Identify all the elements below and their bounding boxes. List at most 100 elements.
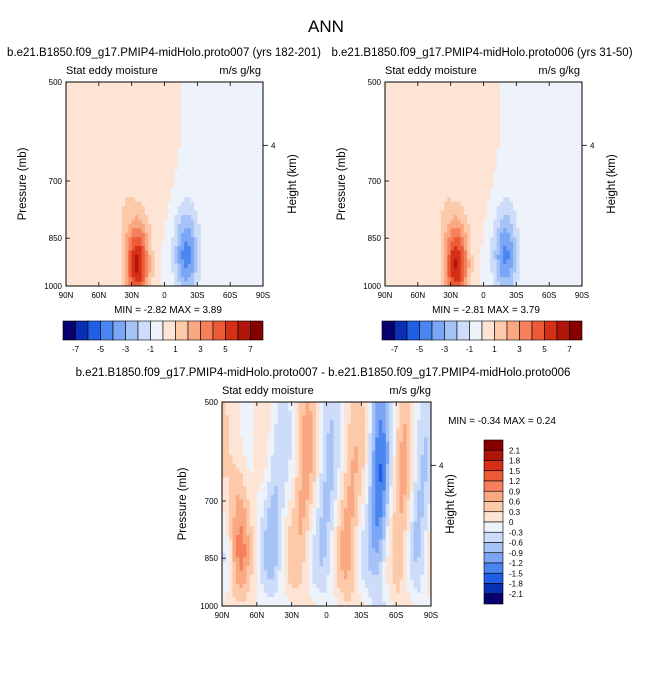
heatmap-cell	[499, 139, 504, 145]
x-tick-label: 0	[162, 291, 167, 300]
heatmap-cell	[134, 161, 139, 167]
heatmap-cell	[499, 90, 504, 96]
heatmap-cell	[75, 277, 80, 282]
heatmap-cell	[575, 170, 580, 176]
heatmap-cell	[483, 166, 488, 172]
heatmap-cell	[115, 99, 119, 105]
heatmap-cell	[66, 223, 70, 229]
heatmap-cell	[411, 241, 415, 247]
heatmap-cell	[440, 135, 445, 141]
heatmap-cell	[207, 117, 211, 123]
heatmap-cell	[72, 237, 77, 243]
heatmap-cell	[411, 148, 415, 154]
heatmap-cell	[394, 237, 399, 243]
heatmap-cell	[177, 201, 182, 207]
heatmap-cell	[463, 130, 468, 136]
heatmap-cell	[499, 135, 504, 141]
heatmap-cell	[125, 250, 129, 256]
heatmap-cell	[440, 179, 445, 185]
heatmap-cell	[246, 161, 251, 167]
heatmap-cell	[66, 144, 70, 149]
heatmap-cell	[417, 82, 422, 87]
heatmap-cell	[134, 237, 139, 243]
heatmap-cell	[503, 152, 507, 158]
heatmap-cell	[411, 215, 415, 220]
heatmap-cell	[98, 166, 103, 172]
heatmap-cell	[552, 170, 557, 176]
heatmap-cell	[144, 277, 149, 282]
heatmap-cell	[164, 161, 169, 167]
heatmap-cell	[404, 104, 409, 109]
heatmap-cell	[154, 95, 159, 101]
heatmap-cell	[115, 126, 119, 132]
heatmap-cell	[223, 215, 228, 220]
heatmap-cell	[203, 126, 208, 132]
heatmap-cell	[167, 121, 172, 127]
heatmap-cell	[95, 130, 100, 136]
heatmap-cell	[197, 281, 202, 286]
heatmap-cell	[427, 139, 432, 145]
heatmap-cell	[125, 152, 129, 158]
heatmap-cell	[236, 117, 241, 123]
heatmap-cell	[447, 99, 452, 105]
heatmap-cell	[128, 201, 133, 207]
heatmap-cell	[79, 201, 83, 207]
heatmap-cell	[220, 237, 224, 243]
heatmap-cell	[246, 82, 251, 87]
heatmap-cell	[549, 99, 553, 105]
heatmap-cell	[187, 161, 192, 167]
heatmap-cell	[506, 228, 511, 234]
heatmap-cell	[424, 108, 429, 114]
heatmap-cell	[539, 201, 543, 207]
heatmap-cell	[213, 184, 218, 189]
heatmap-cell	[388, 135, 392, 141]
heatmap-cell	[141, 95, 146, 101]
heatmap-cell	[115, 95, 119, 101]
heatmap-cell	[493, 82, 498, 87]
heatmap-cell	[253, 254, 257, 260]
heatmap-cell	[578, 126, 582, 132]
heatmap-cell	[453, 188, 458, 194]
heatmap-cell	[493, 228, 498, 234]
heatmap-cell	[568, 166, 573, 172]
heatmap-cell	[499, 179, 504, 185]
heatmap-cell	[394, 113, 399, 118]
heatmap-cell	[388, 179, 392, 185]
heatmap-cell	[220, 259, 224, 265]
heatmap-cell	[496, 86, 501, 92]
heatmap-cell	[115, 254, 119, 260]
heatmap-cell	[552, 104, 557, 109]
heatmap-cell	[213, 188, 218, 194]
heatmap-cell	[148, 148, 152, 154]
heatmap-cell	[407, 95, 412, 101]
heatmap-cell	[411, 135, 415, 141]
heatmap-cell	[236, 108, 241, 114]
heatmap-cell	[236, 86, 241, 92]
heatmap-cell	[230, 254, 234, 260]
heatmap-cell	[545, 157, 550, 163]
heatmap-cell	[427, 166, 432, 172]
heatmap-cell	[125, 281, 129, 286]
heatmap-cell	[490, 223, 494, 229]
heatmap-cell	[460, 188, 465, 194]
heatmap-cell	[529, 228, 534, 234]
heatmap-cell	[496, 126, 501, 132]
heatmap-cell	[138, 210, 142, 216]
heatmap-cell	[453, 206, 458, 211]
heatmap-cell	[549, 135, 553, 141]
heatmap-cell	[565, 90, 570, 96]
heatmap-cell	[470, 184, 475, 189]
heatmap-cell	[69, 152, 73, 158]
heatmap-cell	[542, 170, 547, 176]
heatmap-cell	[256, 210, 261, 216]
heatmap-cell	[203, 99, 208, 105]
heatmap-cell	[171, 166, 175, 172]
heatmap-cell	[105, 223, 110, 229]
heatmap-cell	[486, 126, 491, 132]
heatmap-cell	[102, 90, 106, 96]
heatmap-cell	[111, 86, 116, 92]
heatmap-cell	[131, 201, 136, 207]
heatmap-cell	[200, 126, 205, 132]
heatmap-cell	[102, 259, 106, 265]
heatmap-cell	[148, 152, 152, 158]
